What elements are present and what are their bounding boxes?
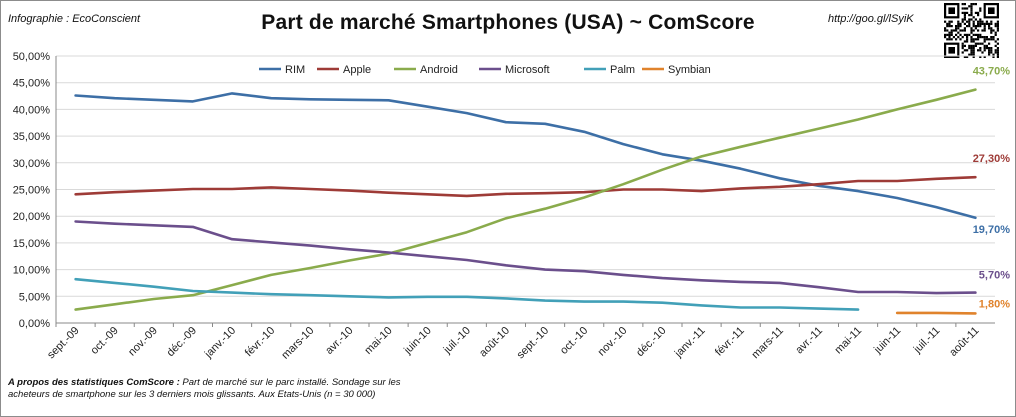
x-tick-label: août-11 bbox=[947, 325, 981, 359]
x-tick-label: juin-11 bbox=[871, 325, 903, 357]
y-tick-label: 35,00% bbox=[13, 131, 51, 143]
x-tick-label: août-10 bbox=[477, 325, 512, 360]
legend-label: Palm bbox=[610, 64, 635, 76]
x-tick-label: oct.-10 bbox=[558, 325, 590, 357]
credit-text: Infographie : EcoConscient bbox=[8, 13, 141, 25]
x-tick-label: oct.-09 bbox=[89, 325, 121, 357]
source-url[interactable]: http://goo.gl/lSyiK bbox=[828, 13, 914, 25]
y-tick-label: 50,00% bbox=[13, 51, 51, 63]
footnote: A propos des statistiques ComScore : Par… bbox=[8, 377, 428, 401]
end-label-symbian: 1,80% bbox=[979, 298, 1010, 310]
y-tick-label: 45,00% bbox=[13, 78, 51, 90]
x-tick-label: mai-10 bbox=[362, 325, 394, 357]
footnote-text: Part de marché sur le parc installé. Son… bbox=[8, 377, 401, 400]
end-label-apple: 27,30% bbox=[973, 153, 1011, 165]
series-lines bbox=[74, 88, 977, 315]
legend-label: Symbian bbox=[668, 64, 711, 76]
y-axis-ticks: 0,00% 5,00% 10,00% 15,00% 20,00% 25,00% 30,00%… bbox=[13, 51, 51, 330]
x-tick-label: nov.-09 bbox=[126, 325, 160, 359]
legend: RIM Apple Android Microsoft Palm Symbian bbox=[259, 64, 711, 76]
y-tick-label: 10,00% bbox=[13, 265, 51, 277]
legend-label: Apple bbox=[343, 64, 371, 76]
x-tick-label: sept.-09 bbox=[45, 325, 82, 362]
x-tick-label: janv.-11 bbox=[672, 325, 708, 361]
series-line-palm bbox=[74, 277, 860, 311]
legend-label: Android bbox=[420, 64, 458, 76]
x-tick-label: mars-10 bbox=[279, 325, 316, 362]
end-label-rim: 19,70% bbox=[973, 224, 1011, 236]
series-line-microsoft bbox=[74, 220, 977, 295]
x-tick-label: déc.-10 bbox=[634, 325, 668, 359]
x-tick-label: sept.-10 bbox=[515, 325, 552, 362]
series-line-android bbox=[74, 88, 977, 311]
x-tick-label: juin-10 bbox=[401, 325, 434, 358]
end-labels: 19,70% 27,30% 43,70% 5,70% 1,80% bbox=[973, 66, 1011, 311]
chart-title: Part de marché Smartphones (USA) ~ ComSc… bbox=[261, 11, 755, 34]
y-tick-label: 20,00% bbox=[13, 211, 51, 223]
qr-code-icon bbox=[944, 3, 999, 58]
legend-label: Microsoft bbox=[505, 64, 550, 76]
series-line-symbian bbox=[895, 311, 977, 315]
x-axis-ticks: sept.-09 oct.-09 nov.-09 déc.-09 janv.-10 fév… bbox=[45, 323, 982, 362]
x-tick-label: juil.-11 bbox=[911, 325, 943, 357]
series-line-apple bbox=[74, 175, 977, 198]
end-label-android: 43,70% bbox=[973, 66, 1011, 78]
legend-label: RIM bbox=[285, 64, 305, 76]
x-tick-label: févr.-11 bbox=[713, 325, 747, 359]
x-tick-label: mars-11 bbox=[749, 325, 785, 361]
x-tick-label: janv.-10 bbox=[202, 325, 238, 361]
x-tick-label: mai-11 bbox=[832, 325, 864, 357]
x-tick-label: avr.-11 bbox=[793, 325, 825, 357]
y-tick-label: 25,00% bbox=[13, 185, 51, 197]
y-tick-label: 15,00% bbox=[13, 238, 51, 250]
x-tick-label: nov.-10 bbox=[596, 325, 630, 359]
series-line-rim bbox=[74, 92, 977, 220]
x-tick-label: déc.-09 bbox=[165, 325, 199, 359]
y-tick-label: 30,00% bbox=[13, 158, 51, 170]
y-tick-label: 5,00% bbox=[19, 291, 50, 303]
x-tick-label: févr.-10 bbox=[243, 325, 277, 359]
footnote-bold: A propos des statistiques ComScore : bbox=[8, 377, 180, 388]
x-tick-label: avr.-10 bbox=[323, 325, 355, 357]
x-tick-label: juil.-10 bbox=[441, 325, 473, 357]
y-tick-label: 0,00% bbox=[19, 318, 50, 330]
end-label-microsoft: 5,70% bbox=[979, 270, 1010, 282]
y-tick-label: 40,00% bbox=[13, 104, 51, 116]
